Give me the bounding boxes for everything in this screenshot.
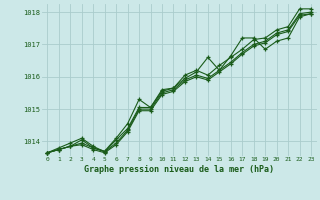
- X-axis label: Graphe pression niveau de la mer (hPa): Graphe pression niveau de la mer (hPa): [84, 165, 274, 174]
